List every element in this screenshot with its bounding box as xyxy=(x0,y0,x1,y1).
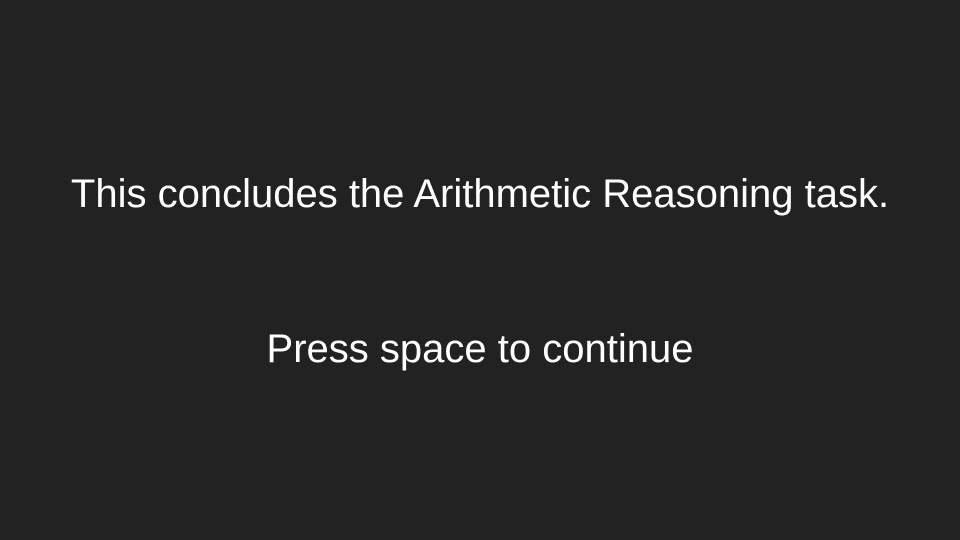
task-conclusion-message: This concludes the Arithmetic Reasoning … xyxy=(70,172,890,216)
continue-prompt: Press space to continue xyxy=(266,327,694,371)
